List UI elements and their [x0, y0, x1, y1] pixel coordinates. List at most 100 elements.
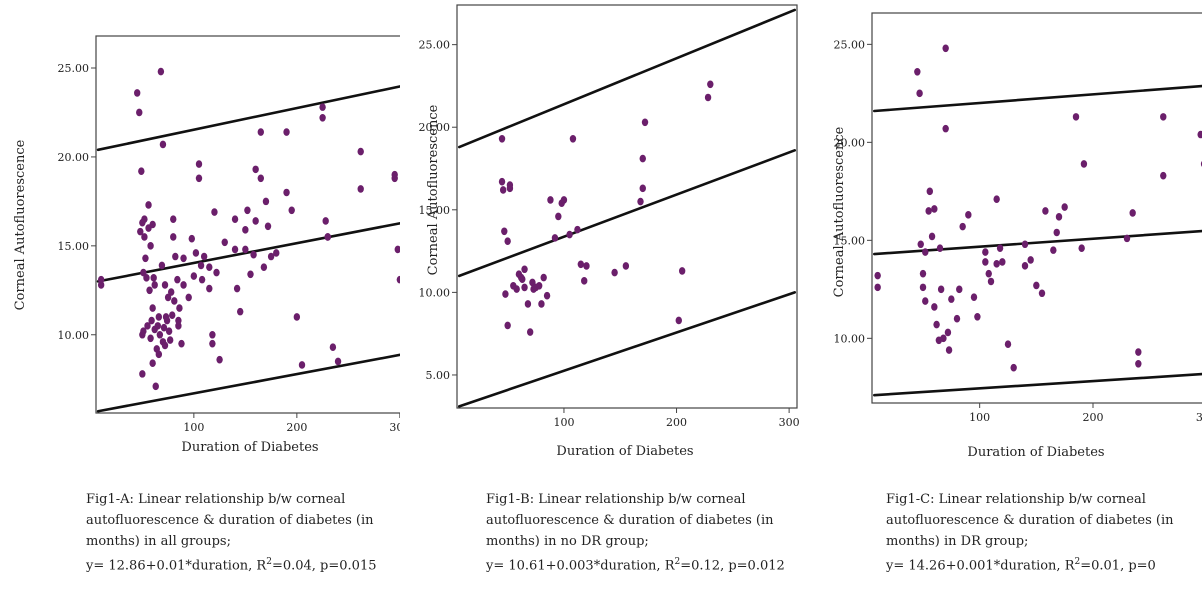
data-point	[324, 233, 331, 241]
caption-line: months) in no DR group;	[486, 534, 649, 549]
data-point	[197, 261, 205, 270]
data-point	[996, 244, 1004, 252]
data-point	[1123, 234, 1131, 243]
data-point	[163, 316, 171, 325]
y-tick-label: 10.00	[419, 286, 451, 299]
chart-panel-b: 5.00 10.00 15.00 20.00 25.00 100 200 300 Corne…	[419, 4, 800, 459]
data-point	[192, 249, 200, 257]
data-point	[931, 205, 938, 213]
data-point	[1021, 240, 1029, 249]
regression-equation: y= 10.61+0.003*duration, R2=0.12, p=0.01…	[486, 552, 785, 576]
data-point	[252, 165, 259, 174]
data-point	[174, 275, 181, 284]
data-point	[944, 328, 952, 337]
data-point	[180, 281, 187, 289]
data-point	[140, 327, 147, 335]
y-tick-label: 15.00	[834, 234, 866, 247]
data-point	[538, 300, 545, 308]
data-point	[611, 268, 618, 277]
data-point	[574, 225, 581, 234]
data-point	[149, 304, 156, 312]
data-point	[244, 206, 251, 215]
equation-stats: =0.04, p=0.015	[271, 558, 377, 574]
x-tick-label: 200	[286, 421, 307, 434]
y-tick-label: 10.00	[834, 332, 866, 345]
data-point	[678, 267, 686, 275]
x-tick-label: 100	[969, 411, 990, 424]
data-point	[142, 254, 149, 263]
data-point	[144, 322, 151, 330]
lower-bound-line	[457, 291, 797, 408]
data-point	[148, 316, 155, 325]
data-point	[180, 254, 187, 263]
data-point	[247, 270, 254, 279]
data-point	[555, 212, 562, 221]
data-point	[147, 334, 154, 343]
x-axis-label: Duration of Diabetes	[181, 440, 318, 455]
data-point	[502, 290, 509, 298]
x-tick-label: 200	[666, 416, 687, 429]
data-point	[170, 233, 177, 241]
equation-superscript: 2	[1074, 557, 1081, 567]
data-point	[155, 350, 163, 359]
data-point	[357, 185, 364, 193]
data-point	[1061, 203, 1068, 211]
data-point	[1004, 340, 1012, 349]
data-point	[97, 281, 105, 289]
equation-text: y= 10.61+0.003*duration, R	[486, 558, 675, 574]
data-point	[139, 370, 146, 378]
data-point	[171, 297, 178, 305]
data-point	[1010, 363, 1017, 372]
data-point	[1027, 256, 1034, 264]
data-point	[155, 313, 163, 321]
data-point	[1042, 207, 1049, 215]
data-point	[137, 227, 144, 236]
data-point	[1160, 113, 1167, 121]
data-point	[167, 288, 175, 296]
data-point	[211, 208, 218, 216]
data-point	[156, 330, 164, 339]
x-tick-label: 100	[183, 421, 204, 434]
upper-bound-line	[457, 149, 797, 278]
data-point	[231, 245, 239, 254]
data-point	[506, 181, 514, 189]
data-point	[922, 248, 929, 256]
data-point	[942, 124, 949, 133]
y-axis-label: Corneal Autofluorescence	[426, 104, 441, 275]
data-point	[948, 295, 955, 303]
data-point	[252, 217, 259, 225]
data-point	[982, 248, 989, 256]
data-point	[206, 263, 213, 271]
chart-panel-a: 10.00 15.00 20.00 25.00 100 200 300 Corneal A…	[13, 35, 400, 455]
data-point	[581, 277, 588, 285]
data-point	[1080, 160, 1088, 168]
data-point	[543, 291, 551, 300]
data-point	[154, 322, 161, 330]
data-point	[639, 184, 646, 193]
data-point	[940, 334, 947, 343]
data-point	[195, 174, 203, 183]
data-point	[521, 283, 528, 292]
data-point	[164, 293, 172, 302]
x-axis-label: Duration of Diabetes	[556, 444, 693, 459]
data-point	[936, 244, 944, 252]
data-point	[216, 355, 223, 364]
data-point	[959, 222, 966, 231]
data-point	[273, 249, 280, 257]
data-point	[637, 197, 644, 206]
data-point	[1135, 360, 1142, 368]
caption-line: autofluorescence & duration of diabetes …	[86, 513, 374, 528]
data-point	[357, 147, 364, 156]
x-axis-label: Duration of Diabetes	[967, 445, 1104, 460]
data-point	[151, 281, 158, 289]
data-point	[917, 240, 924, 249]
data-point	[209, 339, 216, 348]
data-point	[551, 234, 559, 242]
data-point	[159, 140, 167, 149]
data-point	[334, 357, 342, 366]
data-point	[206, 284, 213, 293]
data-point	[707, 80, 714, 89]
data-point	[136, 108, 143, 117]
data-point	[535, 281, 543, 290]
data-point	[391, 174, 398, 183]
